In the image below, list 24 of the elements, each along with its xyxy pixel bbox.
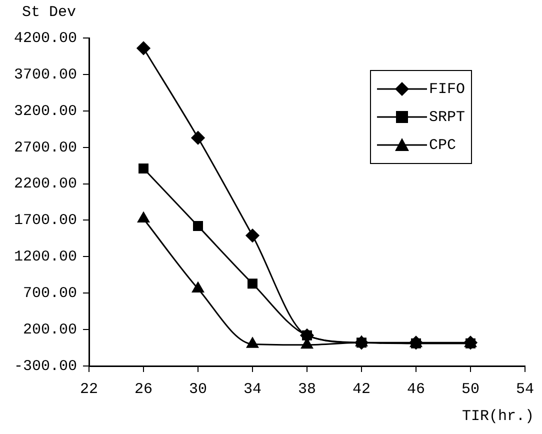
x-tick-label: 26 [134, 380, 153, 398]
x-tick-label: 50 [461, 380, 480, 398]
x-tick-label: 22 [80, 380, 98, 398]
x-tick-label: 38 [298, 380, 316, 398]
y-tick-label: 1200.00 [14, 248, 78, 266]
y-tick-label: 3700.00 [14, 66, 78, 84]
y-tick-label: 1700.00 [14, 212, 78, 230]
x-tick-label: 46 [406, 380, 426, 398]
y-tick-label: 700.00 [22, 285, 78, 302]
legend-label: FIFO [428, 80, 465, 98]
y-tick-label: 4200.00 [14, 30, 78, 47]
legend-label: CPC [428, 136, 456, 154]
y-tick-label: 200.00 [22, 322, 78, 339]
x-tick-label: 30 [189, 380, 208, 398]
x-tick-label: 54 [516, 380, 534, 398]
y-axis-title: St Dev [22, 4, 76, 21]
x-axis-title: TIR(hr.) [462, 408, 534, 425]
y-tick-label: 2200.00 [14, 176, 78, 193]
legend-label: SRPT [428, 108, 465, 126]
y-tick-label: 3200.00 [14, 102, 78, 120]
y-tick-label: 2700.00 [14, 139, 78, 156]
x-tick-label: 34 [244, 380, 262, 398]
y-tick-label: -300.00 [14, 358, 78, 375]
x-tick-label: 42 [352, 380, 371, 398]
